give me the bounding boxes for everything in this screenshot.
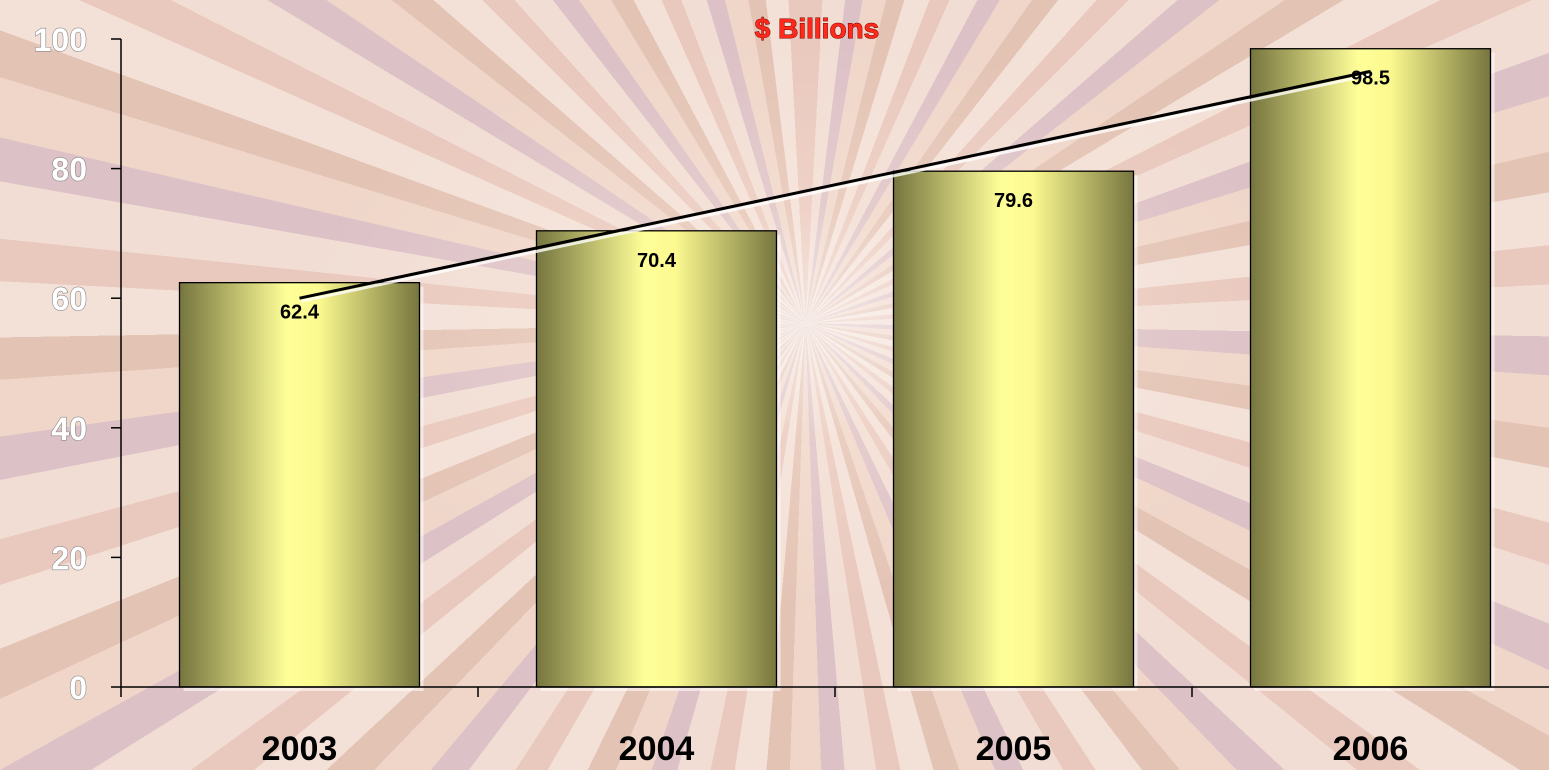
- x-tick-label: 2004: [619, 730, 695, 768]
- bar: [1249, 48, 1492, 688]
- data-label: 79.6: [994, 190, 1033, 212]
- bar: [892, 170, 1135, 688]
- x-tick-label: 2005: [976, 730, 1052, 768]
- labels-layer: 62.4 2003 70.4 2004 79.6 2005 98.5 2006 0 20 40 60 8…: [33, 21, 1409, 768]
- y-tick-label: 40: [51, 411, 87, 447]
- trendline: [299, 69, 1371, 300]
- y-tick-label: 60: [51, 281, 87, 317]
- x-tick-label: 2003: [262, 730, 338, 768]
- y-tick-label: 80: [51, 152, 87, 188]
- y-tick-label: 0: [69, 670, 87, 706]
- chart-title: $ Billions: [755, 13, 879, 44]
- y-tick-label: 100: [34, 22, 87, 58]
- data-label: 62.4: [280, 302, 320, 324]
- bars-layer: [178, 48, 1495, 692]
- trendline-shadow: [301, 72, 1373, 303]
- y-tick-label: 20: [51, 540, 87, 576]
- trend-layer: [299, 69, 1373, 303]
- data-label: 70.4: [637, 250, 677, 272]
- bar: [535, 230, 778, 688]
- axis-layer: [111, 38, 1549, 697]
- data-label: 98.5: [1351, 68, 1390, 90]
- x-tick-label: 2006: [1333, 730, 1409, 768]
- bar: [178, 281, 421, 688]
